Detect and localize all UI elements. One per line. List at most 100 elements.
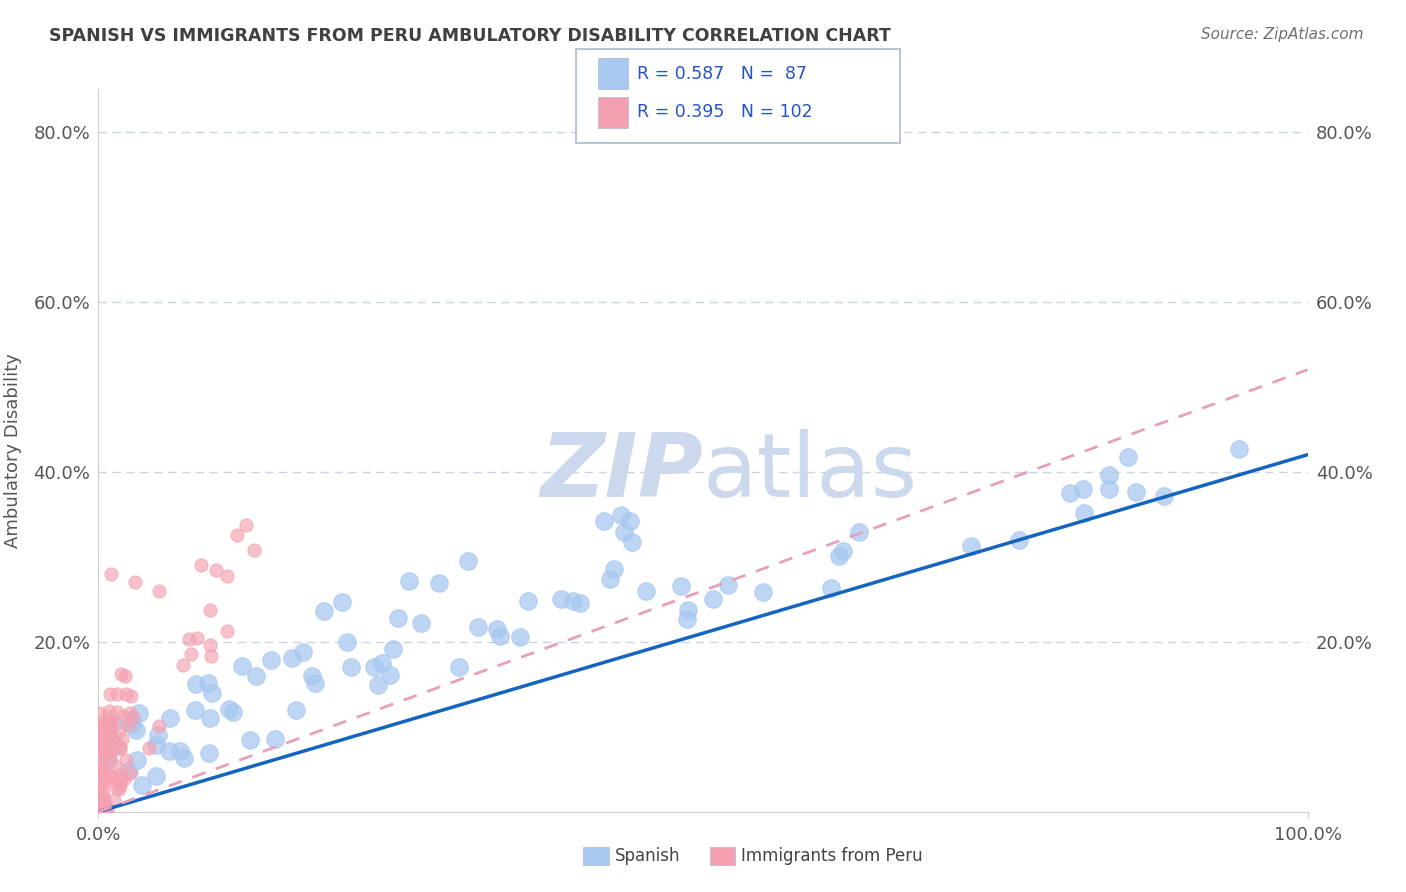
Point xyxy=(94,796,117,810)
Point xyxy=(89,716,111,731)
Point xyxy=(180,648,202,662)
Point xyxy=(91,723,114,737)
Point xyxy=(340,659,363,673)
Point xyxy=(94,802,117,816)
Point xyxy=(105,780,128,795)
Point xyxy=(100,769,122,783)
Point xyxy=(198,638,221,652)
Point xyxy=(336,635,359,649)
Point xyxy=(90,797,112,811)
Point xyxy=(169,744,191,758)
Point xyxy=(89,744,111,758)
Point xyxy=(96,802,118,816)
Text: Spanish: Spanish xyxy=(614,847,681,865)
Point xyxy=(104,758,127,772)
Point xyxy=(702,592,724,607)
Point xyxy=(120,706,142,720)
Point xyxy=(118,764,141,778)
Point xyxy=(108,779,131,793)
Point xyxy=(599,572,621,586)
Point xyxy=(148,583,170,598)
Point xyxy=(245,668,267,682)
Point xyxy=(449,660,471,674)
Point xyxy=(550,591,572,606)
Point xyxy=(91,794,114,808)
Point xyxy=(90,761,112,775)
Point xyxy=(222,705,245,719)
Point xyxy=(828,549,851,564)
Point xyxy=(145,738,167,752)
Point xyxy=(104,738,127,752)
Point xyxy=(1116,450,1139,465)
Point xyxy=(98,687,121,701)
Point xyxy=(89,722,111,736)
Point xyxy=(96,738,118,752)
Point xyxy=(96,774,118,789)
Point xyxy=(619,514,641,528)
Point xyxy=(177,632,200,646)
Point xyxy=(609,508,631,522)
Point xyxy=(138,740,160,755)
Point xyxy=(89,706,111,721)
Point xyxy=(90,802,112,816)
Point xyxy=(215,568,238,582)
Text: R = 0.395   N = 102: R = 0.395 N = 102 xyxy=(637,103,813,121)
Point xyxy=(124,575,146,590)
Point xyxy=(301,669,323,683)
Point xyxy=(613,525,636,540)
Point xyxy=(121,714,143,728)
Point xyxy=(114,753,136,767)
Point xyxy=(363,660,385,674)
Point xyxy=(312,604,335,618)
Point xyxy=(89,779,111,793)
Point xyxy=(100,752,122,766)
Point xyxy=(205,563,228,577)
Point xyxy=(330,595,353,609)
Point xyxy=(1098,482,1121,496)
Point xyxy=(89,732,111,747)
Point xyxy=(97,746,120,760)
Point xyxy=(96,744,118,758)
Point xyxy=(125,753,148,767)
Point xyxy=(370,656,392,670)
Point xyxy=(429,576,451,591)
Point xyxy=(569,596,592,610)
Point xyxy=(90,760,112,774)
Point xyxy=(89,802,111,816)
Point xyxy=(112,709,135,723)
Point xyxy=(634,584,657,599)
Point xyxy=(186,677,208,691)
Point xyxy=(91,726,114,740)
Point xyxy=(198,711,221,725)
Point xyxy=(97,714,120,729)
Point xyxy=(603,562,626,576)
Point xyxy=(218,701,240,715)
Point xyxy=(489,629,512,643)
Point xyxy=(91,770,114,784)
Point xyxy=(120,690,142,704)
Point xyxy=(122,710,145,724)
Point xyxy=(91,789,114,803)
Point xyxy=(172,658,194,673)
Point xyxy=(114,687,136,701)
Point xyxy=(94,802,117,816)
Point xyxy=(97,753,120,767)
Y-axis label: Ambulatory Disability: Ambulatory Disability xyxy=(4,353,22,548)
Point xyxy=(94,802,117,816)
Point xyxy=(380,668,402,682)
Point xyxy=(97,704,120,718)
Point xyxy=(669,578,692,592)
Point xyxy=(97,742,120,756)
Point xyxy=(1073,506,1095,520)
Text: SPANISH VS IMMIGRANTS FROM PERU AMBULATORY DISABILITY CORRELATION CHART: SPANISH VS IMMIGRANTS FROM PERU AMBULATO… xyxy=(49,27,891,45)
Point xyxy=(90,750,112,764)
Point xyxy=(831,544,853,558)
Point xyxy=(87,745,110,759)
Point xyxy=(848,525,870,540)
Point xyxy=(110,772,132,787)
Point xyxy=(517,594,540,608)
Point xyxy=(90,744,112,758)
Point xyxy=(98,718,121,732)
Point xyxy=(457,554,479,568)
Point xyxy=(121,718,143,732)
